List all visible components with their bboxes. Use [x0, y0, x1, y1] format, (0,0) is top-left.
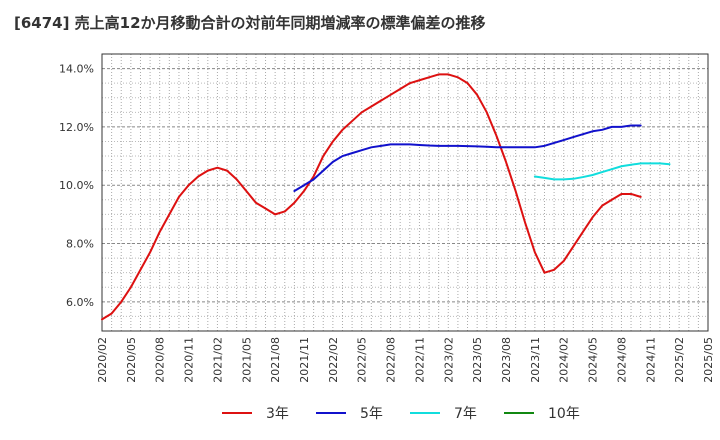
- x-tick-label: 2021/05: [240, 337, 253, 383]
- series-line-1: [293, 124, 642, 193]
- x-tick-label: 2022/02: [327, 337, 340, 383]
- x-tick-label: 2020/11: [183, 337, 196, 383]
- series-line-2: [533, 162, 671, 181]
- y-tick-label: 12.0%: [59, 121, 94, 134]
- x-tick-label: 2023/08: [500, 337, 513, 383]
- x-tick-label: 2022/08: [385, 337, 398, 383]
- legend-label: 3年: [266, 406, 289, 422]
- x-tick-label: 2023/05: [471, 337, 484, 383]
- x-tick-label: 2022/11: [413, 337, 426, 383]
- x-tick-label: 2024/05: [587, 337, 600, 383]
- x-tick-label: 2021/11: [298, 337, 311, 383]
- plot-background: [102, 54, 708, 331]
- legend-label: 5年: [360, 406, 383, 422]
- x-tick-label: 2021/02: [211, 337, 224, 383]
- y-tick-label: 14.0%: [59, 63, 94, 76]
- x-tick-label: 2024/11: [644, 337, 657, 383]
- x-tick-label: 2024/08: [615, 337, 628, 383]
- x-tick-label: 2020/05: [125, 337, 138, 383]
- series-lines: [101, 73, 671, 321]
- plot-frame: [101, 53, 709, 332]
- y-tick-label: 8.0%: [66, 238, 94, 251]
- x-tick-label: 2020/02: [96, 337, 109, 383]
- x-tick-label: 2020/08: [154, 337, 167, 383]
- legend: 3年 5年 7年 10年: [222, 406, 580, 422]
- y-axis-ticks: 6.0% 8.0% 10.0% 12.0% 14.0%: [59, 63, 94, 309]
- x-tick-label: 2023/02: [442, 337, 455, 383]
- chart-title: [6474] 売上高12か月移動合計の対前年同期増減率の標準偏差の推移: [14, 14, 486, 32]
- y-tick-label: 6.0%: [66, 296, 94, 309]
- x-tick-label: 2023/11: [529, 337, 542, 383]
- x-tick-label: 2025/05: [702, 337, 715, 383]
- legend-label: 10年: [548, 406, 580, 422]
- x-tick-label: 2022/05: [356, 337, 369, 383]
- series-line-0: [101, 73, 642, 321]
- legend-label: 7年: [454, 406, 477, 422]
- x-tick-label: 2025/02: [673, 337, 686, 383]
- x-axis-ticks: 2020/02 2020/05 2020/08 2020/11 2021/02 2021/…: [96, 337, 715, 383]
- y-tick-label: 10.0%: [59, 179, 94, 192]
- x-tick-label: 2021/08: [269, 337, 282, 383]
- x-tick-label: 2024/02: [558, 337, 571, 383]
